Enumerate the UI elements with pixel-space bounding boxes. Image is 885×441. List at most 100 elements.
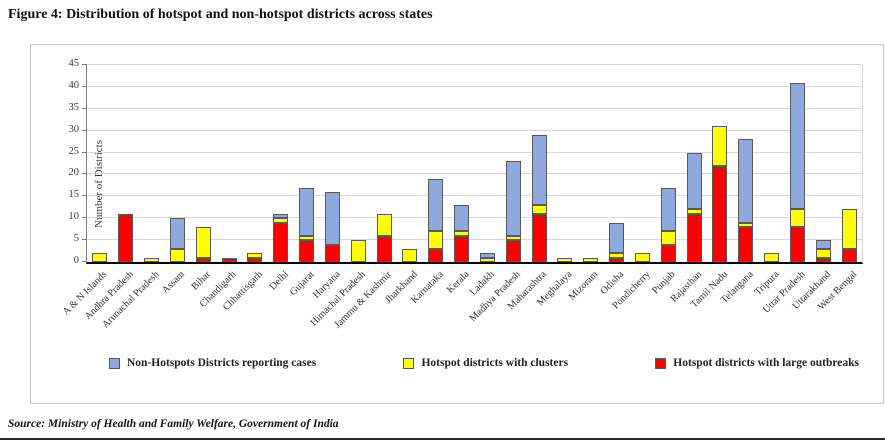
- bar-segment: [350, 240, 366, 262]
- y-tick-label: 35: [68, 101, 80, 113]
- bar-segment: [221, 257, 237, 262]
- y-tick-label: 5: [73, 233, 79, 245]
- chart-container: Number of Districts 0 5 10 15 20 25 30 35 40 45 A …: [30, 44, 884, 404]
- legend-swatch-icon: [655, 357, 667, 369]
- y-tick-mark: [82, 239, 87, 241]
- y-tick-label: 0: [73, 255, 79, 266]
- bar-segment: [789, 209, 805, 227]
- bar-segment: [169, 248, 185, 262]
- legend-label: Hotspot districts with large outbreaks: [673, 357, 859, 369]
- y-tick-mark: [82, 129, 87, 131]
- bar-segment: [299, 240, 315, 262]
- bar-segment: [841, 248, 857, 262]
- bar-segment: [738, 139, 754, 223]
- bar-segment: [660, 244, 676, 262]
- bar-segment: [247, 253, 263, 258]
- bar-segment: [531, 135, 547, 206]
- bar-segment: [712, 165, 728, 262]
- y-tick-mark: [82, 151, 87, 153]
- bar-segment: [634, 253, 650, 262]
- legend-swatch-icon: [109, 357, 120, 369]
- gridline: [87, 173, 862, 175]
- y-axis-title: Number of Districts: [93, 140, 105, 228]
- gridline: [87, 64, 862, 65]
- bar-segment: [299, 235, 315, 241]
- bar-segment: [376, 213, 392, 236]
- bar-segment: [841, 209, 857, 249]
- legend-label: Non-Hotspots Districts reporting cases: [127, 357, 317, 369]
- bar-segment: [764, 253, 780, 262]
- x-axis-label: Delhi: [267, 269, 291, 293]
- bar-segment: [686, 152, 702, 210]
- y-tick-mark: [82, 261, 87, 262]
- bar-segment: [454, 231, 470, 236]
- bar-segment: [789, 82, 805, 210]
- gridline: [87, 85, 862, 87]
- bar-segment: [118, 213, 134, 262]
- legend-swatch-icon: [403, 357, 415, 369]
- x-axis-label: Assam: [160, 269, 188, 297]
- y-tick-mark: [82, 217, 87, 219]
- y-tick-mark: [82, 173, 87, 175]
- y-tick-label: 20: [68, 167, 80, 179]
- bar-segment: [738, 226, 754, 262]
- bar-segment: [609, 253, 625, 258]
- gridline: [87, 107, 862, 109]
- bar-segment: [247, 257, 263, 262]
- bar-segment: [815, 257, 831, 262]
- bar-segment: [789, 226, 805, 262]
- y-tick-label: 45: [68, 58, 80, 69]
- x-axis-label: Kerala: [444, 269, 472, 296]
- bar-segment: [324, 191, 340, 245]
- bar-segment: [92, 253, 108, 262]
- legend-item: Non-Hotspots Districts reporting cases: [109, 357, 316, 369]
- legend-item: Hotspot districts with clusters: [403, 357, 568, 369]
- y-tick-label: 40: [68, 79, 80, 91]
- bar-segment: [686, 213, 702, 262]
- bar-segment: [479, 257, 495, 262]
- bar-segment: [376, 235, 392, 262]
- y-tick-label: 30: [68, 123, 80, 135]
- plot-area: Number of Districts 0 5 10 15 20 25 30 35 40 45 A …: [61, 58, 863, 331]
- bar-segment: [428, 231, 444, 249]
- y-tick-label: 10: [68, 211, 80, 223]
- legend-label: Hotspot districts with clusters: [421, 357, 569, 369]
- gridline: [87, 129, 862, 131]
- bar-segment: [686, 209, 702, 214]
- bar-segment: [609, 222, 625, 254]
- y-tick-mark: [82, 64, 87, 65]
- y-tick-mark: [82, 195, 87, 197]
- bar-segment: [531, 213, 547, 262]
- bar-segment: [195, 257, 211, 262]
- bar-segment: [144, 257, 160, 262]
- bar-segment: [195, 226, 211, 258]
- bar-segment: [428, 248, 444, 262]
- bar-segment: [531, 205, 547, 214]
- bar-segment: [402, 248, 418, 262]
- bar-segment: [557, 257, 573, 262]
- bar-segment: [815, 240, 831, 249]
- bar-segment: [505, 161, 521, 236]
- y-tick-label: 15: [68, 189, 80, 201]
- bottom-border: [0, 438, 885, 440]
- bar-segment: [660, 231, 676, 245]
- gridline: [87, 151, 862, 153]
- gridline: [87, 195, 862, 197]
- y-tick-mark: [82, 107, 87, 109]
- source-note: Source: Ministry of Health and Family We…: [8, 418, 339, 430]
- y-tick-label: 25: [68, 145, 80, 157]
- bar-segment: [479, 253, 495, 258]
- bar-segment: [299, 187, 315, 236]
- bar-segment: [273, 213, 289, 219]
- bar-segment: [609, 257, 625, 262]
- bar-segment: [505, 235, 521, 241]
- bar-segment: [273, 222, 289, 262]
- gridline: [87, 239, 862, 241]
- bar-segment: [815, 248, 831, 258]
- y-tick-mark: [82, 85, 87, 87]
- legend-item: Hotspot districts with large outbreaks: [655, 357, 859, 369]
- bar-segment: [712, 126, 728, 166]
- bar-segment: [583, 257, 599, 262]
- bar-segment: [454, 205, 470, 232]
- chart-legend: Non-Hotspots Districts reporting cases Ho…: [31, 357, 883, 369]
